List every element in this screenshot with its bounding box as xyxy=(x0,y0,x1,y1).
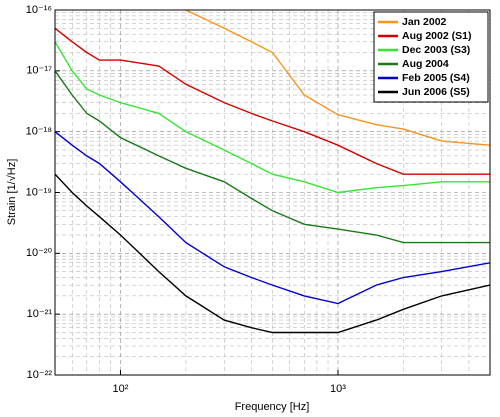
y-tick-label: 10⁻²⁰ xyxy=(26,247,53,259)
y-tick-label: 10⁻¹⁶ xyxy=(26,4,52,16)
y-axis-label: Strain [1/√Hz] xyxy=(6,159,18,226)
x-tick-label: 10³ xyxy=(330,383,346,395)
legend-label: Feb 2005 (S4) xyxy=(402,72,470,84)
legend-label: Jan 2002 xyxy=(402,16,447,28)
plot-frame xyxy=(54,9,491,376)
y-tick-label: 10⁻¹⁷ xyxy=(26,65,52,77)
legend-label: Aug 2002 (S1) xyxy=(402,30,471,42)
series-line xyxy=(185,9,491,146)
y-tick-label: 10⁻¹⁹ xyxy=(26,186,52,198)
legend-box xyxy=(373,11,489,103)
series-line xyxy=(54,173,491,334)
y-tick-label: 10⁻¹⁸ xyxy=(26,126,52,138)
series-line xyxy=(54,41,490,194)
legend-label: Dec 2003 (S3) xyxy=(402,44,470,56)
legend-label: Aug 2004 xyxy=(402,58,449,70)
series-line xyxy=(54,131,491,305)
y-tick-label: 10⁻²¹ xyxy=(27,308,53,320)
series-line xyxy=(54,70,490,244)
y-tick-label: 10⁻²² xyxy=(27,369,53,381)
legend-label: Jun 2006 (S5) xyxy=(402,86,470,98)
series-line xyxy=(54,27,490,175)
x-tick-label: 10² xyxy=(113,383,129,395)
x-axis-label: Frequency [Hz] xyxy=(235,401,310,413)
